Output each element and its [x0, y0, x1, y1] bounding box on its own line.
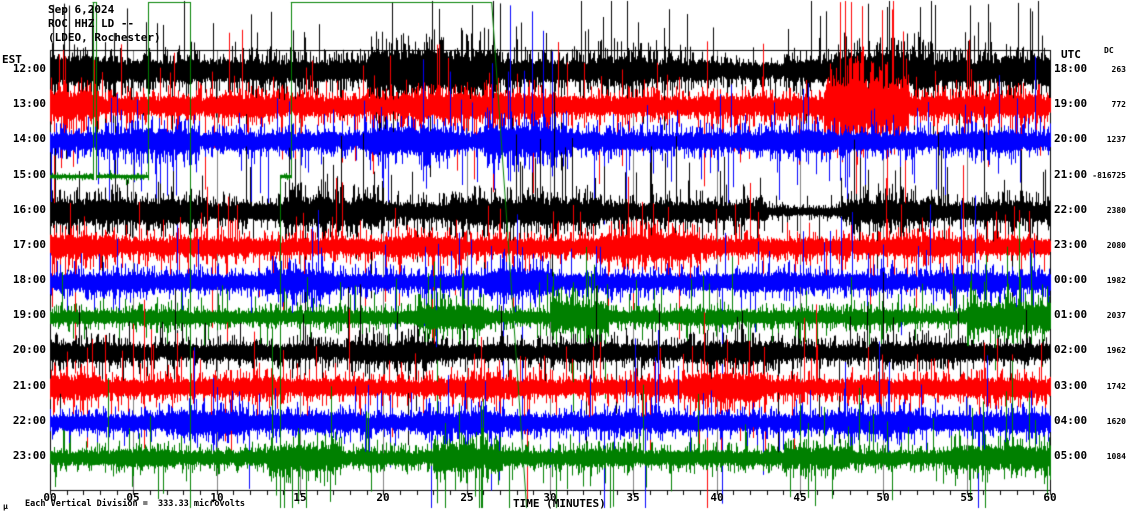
dc-value: 2380 — [1106, 206, 1126, 215]
minute-tick-label: 30 — [543, 491, 557, 504]
left-hour-label: 14:00 — [12, 132, 46, 145]
utc-hour-label: 05:00 — [1054, 449, 1088, 462]
dc-column-header: DC — [1104, 46, 1114, 55]
dc-value: -816725 — [1092, 171, 1126, 180]
left-axis-timezone: EST — [2, 53, 22, 66]
dc-value: 1620 — [1106, 417, 1126, 426]
left-hour-label: 17:00 — [12, 238, 46, 251]
dc-value: 772 — [1111, 100, 1126, 109]
header-date: Sep 6,2024 — [48, 3, 115, 16]
minute-tick-label: 20 — [376, 491, 390, 504]
utc-hour-label: 02:00 — [1054, 343, 1088, 356]
minute-tick-label: 50 — [876, 491, 890, 504]
right-axis-timezone: UTC — [1061, 48, 1081, 61]
minute-tick-label: 15 — [293, 491, 307, 504]
scale-note: Each Vertical Division = 333.33 microvol… — [25, 499, 246, 509]
left-hour-label: 15:00 — [12, 168, 46, 181]
utc-hour-label: 21:00 — [1054, 168, 1088, 181]
header-station: ROC HHZ LD -- — [48, 17, 135, 30]
x-axis-title: TIME (MINUTES) — [513, 497, 606, 510]
header-location: (LDEO, Rochester) — [48, 31, 161, 44]
dc-value: 1962 — [1106, 346, 1126, 355]
minute-tick-label: 05 — [126, 491, 140, 504]
minute-tick-label: 60 — [1043, 491, 1057, 504]
minute-tick-label: 25 — [460, 491, 474, 504]
left-hour-label: 19:00 — [12, 308, 46, 321]
dc-value: 1237 — [1106, 135, 1126, 144]
dc-value: 263 — [1111, 65, 1126, 74]
minute-tick-label: 55 — [960, 491, 974, 504]
dc-value: 1742 — [1106, 382, 1126, 391]
dc-value: 1982 — [1106, 276, 1126, 285]
utc-hour-label: 22:00 — [1054, 203, 1088, 216]
left-hour-label: 22:00 — [12, 414, 46, 427]
left-hour-label: 12:00 — [12, 62, 46, 75]
utc-hour-label: 19:00 — [1054, 97, 1088, 110]
minute-tick-label: 45 — [793, 491, 807, 504]
left-hour-label: 23:00 — [12, 449, 46, 462]
dc-value: 2080 — [1106, 241, 1126, 250]
mu-symbol: µ — [3, 502, 8, 511]
left-hour-label: 16:00 — [12, 203, 46, 216]
utc-hour-label: 03:00 — [1054, 379, 1088, 392]
utc-hour-label: 00:00 — [1054, 273, 1088, 286]
utc-hour-label: 18:00 — [1054, 62, 1088, 75]
minute-tick-label: 00 — [43, 491, 57, 504]
left-hour-label: 18:00 — [12, 273, 46, 286]
minute-tick-label: 40 — [710, 491, 724, 504]
dc-value: 2037 — [1106, 311, 1126, 320]
utc-hour-label: 04:00 — [1054, 414, 1088, 427]
left-hour-label: 20:00 — [12, 343, 46, 356]
minute-tick-label: 35 — [626, 491, 640, 504]
left-hour-label: 21:00 — [12, 379, 46, 392]
dc-value: 1084 — [1106, 452, 1126, 461]
utc-hour-label: 23:00 — [1054, 238, 1088, 251]
left-hour-label: 13:00 — [12, 97, 46, 110]
utc-hour-label: 01:00 — [1054, 308, 1088, 321]
minute-tick-label: 10 — [210, 491, 224, 504]
utc-hour-label: 20:00 — [1054, 132, 1088, 145]
